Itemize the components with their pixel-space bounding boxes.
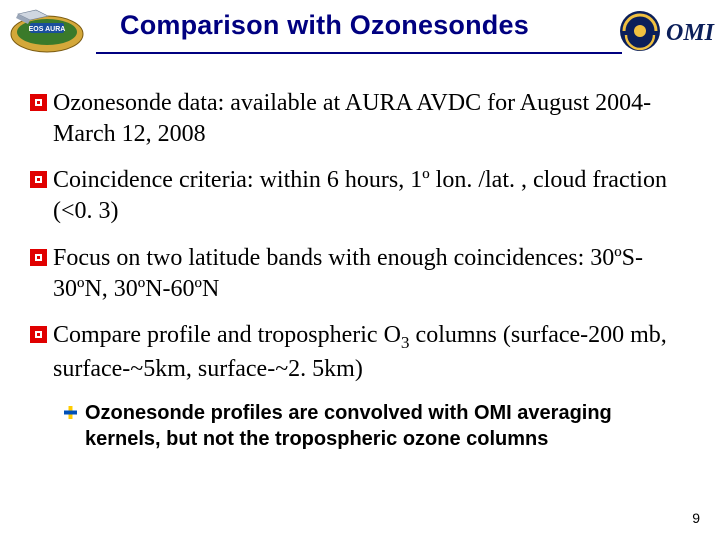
bullet-text: Coincidence criteria: within 6 hours, 1º… bbox=[53, 165, 690, 226]
title-underline bbox=[96, 52, 622, 54]
page-number: 9 bbox=[692, 510, 700, 526]
eos-logo-text: EOS AURA bbox=[29, 26, 66, 33]
bullet-item: Ozonesonde data: available at AURA AVDC … bbox=[30, 88, 690, 149]
eos-aura-logo: EOS AURA bbox=[8, 6, 86, 54]
square-bullet-icon bbox=[30, 171, 47, 188]
bullet-text: Compare profile and tropospheric O3 colu… bbox=[53, 320, 690, 385]
slide-header: EOS AURA Comparison with Ozonesondes OMI bbox=[0, 0, 720, 72]
bullet-text: Ozonesonde data: available at AURA AVDC … bbox=[53, 88, 690, 149]
omi-logo-text: OMI bbox=[666, 20, 716, 46]
slide-body: Ozonesonde data: available at AURA AVDC … bbox=[30, 88, 690, 452]
bullet-item: Compare profile and tropospheric O3 colu… bbox=[30, 320, 690, 385]
slide-title: Comparison with Ozonesondes bbox=[120, 10, 529, 41]
bullet-text: Focus on two latitude bands with enough … bbox=[53, 243, 690, 304]
square-bullet-icon bbox=[30, 94, 47, 111]
square-bullet-icon bbox=[30, 326, 47, 343]
sub-bullet-item: Ozonesonde profiles are convolved with O… bbox=[64, 401, 690, 452]
bullet-item: Coincidence criteria: within 6 hours, 1º… bbox=[30, 165, 690, 226]
bullet-item: Focus on two latitude bands with enough … bbox=[30, 243, 690, 304]
omi-logo: OMI bbox=[618, 8, 716, 54]
square-bullet-icon bbox=[30, 249, 47, 266]
diamond-bullet-icon bbox=[64, 406, 77, 419]
sub-bullet-text: Ozonesonde profiles are convolved with O… bbox=[85, 401, 690, 452]
